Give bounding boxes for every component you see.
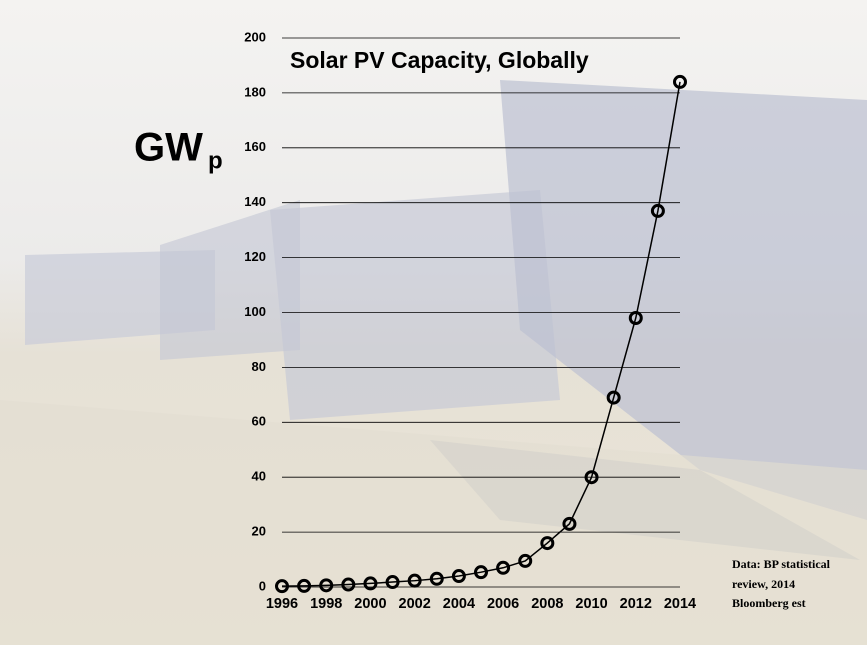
y-tick-label: 40: [252, 469, 266, 484]
x-tick-label: 2000: [354, 596, 386, 612]
page: Solar PV Capacity, Globally GW p Data: B…: [0, 0, 867, 645]
x-tick-label: 2004: [443, 596, 475, 612]
x-tick-label: 2014: [664, 596, 696, 612]
background-photo: [0, 0, 867, 645]
y-axis-label: GW: [134, 126, 203, 170]
x-tick-label: 1998: [310, 596, 342, 612]
y-tick-label: 180: [244, 84, 266, 99]
x-tick-label: 2002: [399, 596, 431, 612]
x-tick-label: 2008: [531, 596, 563, 612]
y-tick-label: 80: [252, 359, 266, 374]
y-tick-label: 120: [244, 249, 266, 264]
source-note: Data: BP statistical: [732, 557, 831, 571]
y-tick-label: 0: [259, 578, 266, 593]
y-tick-label: 160: [244, 139, 266, 154]
y-tick-label: 60: [252, 414, 266, 429]
y-tick-label: 140: [244, 194, 266, 209]
x-tick-label: 2010: [575, 596, 607, 612]
source-note: review, 2014: [732, 577, 795, 591]
chart-title: Solar PV Capacity, Globally: [290, 47, 589, 73]
chart: Solar PV Capacity, Globally GW p Data: B…: [0, 0, 867, 645]
y-tick-label: 100: [244, 304, 266, 319]
y-tick-label: 200: [244, 29, 266, 44]
y-axis-label-subscript: p: [208, 147, 223, 174]
source-note: Bloomberg est: [732, 596, 806, 610]
x-tick-label: 1996: [266, 596, 298, 612]
x-tick-label: 2012: [620, 596, 652, 612]
x-tick-label: 2006: [487, 596, 519, 612]
y-tick-label: 20: [252, 524, 266, 539]
